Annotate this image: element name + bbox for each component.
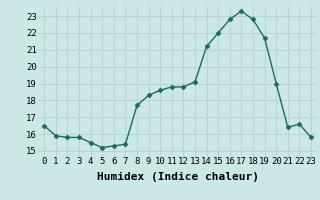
X-axis label: Humidex (Indice chaleur): Humidex (Indice chaleur) [97,172,259,182]
